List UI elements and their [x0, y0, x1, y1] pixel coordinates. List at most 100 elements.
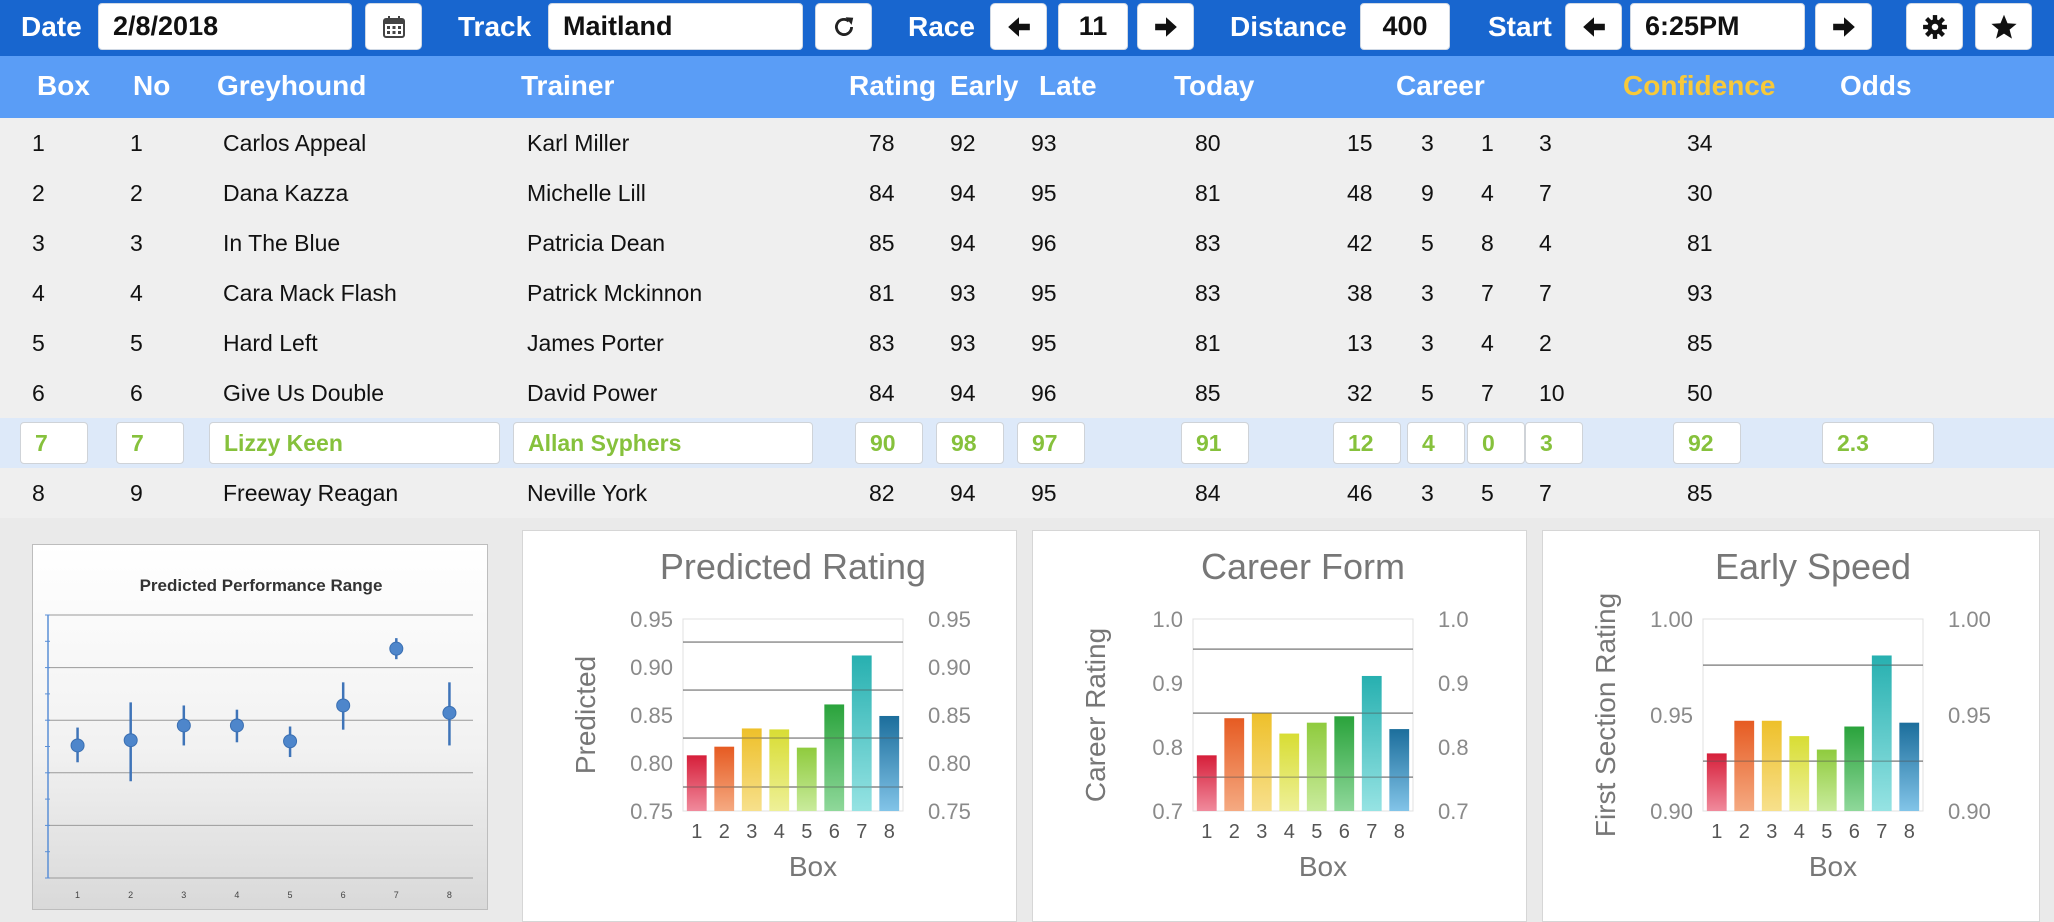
y2-tick-label: 0.75 [928, 799, 971, 824]
race-field[interactable]: 11 [1058, 3, 1128, 50]
cell-c2: 3 [1421, 130, 1434, 156]
cell-box: 5 [32, 330, 45, 356]
y-tick-label: 1.00 [1650, 607, 1693, 632]
cell-confidence: 85 [1687, 330, 1713, 356]
bar [1389, 729, 1410, 811]
table-row[interactable]: 1 1 Carlos Appeal Karl Miller 78 92 93 80 15 3 1 3 3… [0, 118, 2054, 168]
cell-today: 84 [1195, 480, 1221, 506]
settings-button[interactable] [1906, 3, 1963, 50]
track-field[interactable]: Maitland [548, 3, 803, 50]
header-box[interactable]: Box [37, 70, 90, 101]
table-row[interactable]: 7 7 Lizzy Keen Allan Syphers 90 98 97 91 12 4 0 3 92… [0, 418, 2054, 468]
header-early[interactable]: Early [950, 70, 1019, 101]
distance-field[interactable]: 400 [1360, 3, 1450, 50]
start-prev-button[interactable] [1565, 3, 1622, 50]
table-row[interactable]: 8 9 Freeway Reagan Neville York 82 94 95 84 46 3 5… [0, 468, 2054, 518]
start-time-field[interactable]: 6:25PM [1630, 3, 1805, 50]
y2-tick-label: 0.95 [1948, 703, 1991, 728]
performance-range-chart: Predicted Performance Range 1 2 3 4 5 6 7 8 [45, 576, 473, 900]
gear-icon [1922, 14, 1947, 39]
table-row[interactable]: 4 4 Cara Mack Flash Patrick Mckinnon 81 93 95 8… [0, 268, 2054, 318]
x-tick-label: 3 [746, 821, 757, 843]
table-row[interactable]: 3 3 In The Blue Patricia Dean 85 94 96 83 42 5 8 4 8… [0, 218, 2054, 268]
cell-greyhound: Dana Kazza [223, 180, 349, 206]
cell-early: 94 [950, 180, 976, 206]
header-today[interactable]: Today [1174, 70, 1255, 101]
cell-c2: 5 [1421, 230, 1434, 256]
table-row[interactable]: 5 5 Hard Left James Porter 83 93 95 81 13 3 4 2 85 [0, 318, 2054, 368]
cell-rating: 84 [869, 380, 895, 406]
race-next-button[interactable] [1137, 3, 1194, 50]
chart-title: Predicted Performance Range [140, 576, 383, 595]
y-tick-label: 0.90 [630, 655, 673, 680]
cell-c3[interactable]: 0 [1467, 422, 1525, 464]
data-point [176, 718, 191, 733]
cell-odds[interactable]: 2.3 [1822, 422, 1934, 464]
bar [1251, 713, 1272, 811]
bar [1844, 726, 1865, 811]
bar [1899, 722, 1920, 811]
cell-c3: 4 [1481, 330, 1494, 356]
bar [796, 747, 817, 811]
cell-today: 83 [1195, 280, 1221, 306]
x-tick-label: 4 [1794, 821, 1805, 843]
cell-no[interactable]: 7 [116, 422, 184, 464]
cell-c4: 7 [1539, 480, 1552, 506]
calendar-button[interactable] [365, 3, 422, 50]
x-tick-label: 4 [774, 821, 785, 843]
y-axis-label: Career Rating [1080, 628, 1111, 802]
cell-greyhound: Cara Mack Flash [223, 280, 397, 306]
cell-greyhound[interactable]: Lizzy Keen [209, 422, 500, 464]
favorite-button[interactable] [1975, 3, 2032, 50]
header-career[interactable]: Career [1396, 70, 1485, 101]
cell-early: 94 [950, 480, 976, 506]
cell-confidence[interactable]: 92 [1673, 422, 1741, 464]
cell-late: 93 [1031, 130, 1057, 156]
header-no[interactable]: No [133, 70, 171, 101]
start-next-button[interactable] [1815, 3, 1872, 50]
cell-box: 6 [32, 380, 45, 406]
cell-box[interactable]: 7 [20, 422, 88, 464]
cell-trainer[interactable]: Allan Syphers [513, 422, 813, 464]
cell-c1[interactable]: 12 [1333, 422, 1401, 464]
y2-tick-label: 0.95 [928, 607, 971, 632]
x-tick-label: 3 [181, 890, 186, 900]
race-label: Race [908, 11, 975, 42]
table-row[interactable]: 6 6 Give Us Double David Power 84 94 96 85 32 5 7 1… [0, 368, 2054, 418]
cell-late: 95 [1031, 480, 1057, 506]
bar [1734, 720, 1755, 811]
cell-late[interactable]: 97 [1017, 422, 1085, 464]
header-confidence[interactable]: Confidence [1623, 70, 1776, 101]
cell-early[interactable]: 98 [936, 422, 1004, 464]
toolbar: Date 2/8/2018 Track Maitland Race 11 Dis… [0, 0, 2054, 56]
charts-area: Predicted Performance Range 1 2 3 4 5 6 7 8 Pred… [0, 518, 2054, 922]
bar [1871, 655, 1892, 811]
bar [1706, 753, 1727, 811]
table-row[interactable]: 2 2 Dana Kazza Michelle Lill 84 94 95 81 48 9 4 7 30 [0, 168, 2054, 218]
header-greyhound[interactable]: Greyhound [217, 70, 367, 101]
cell-c1: 38 [1347, 280, 1373, 306]
refresh-button[interactable] [815, 3, 872, 50]
cell-box: 2 [32, 180, 45, 206]
calendar-icon [382, 15, 405, 38]
header-trainer[interactable]: Trainer [521, 70, 615, 101]
cell-confidence: 85 [1687, 480, 1713, 506]
cell-rating[interactable]: 90 [855, 422, 923, 464]
career-form-panel: Career Form 1 2 3 4 5 6 7 8 0.7 0.7 0.8 0.8 0.9 0.9 1.0… [1032, 530, 1527, 922]
header-rating[interactable]: Rating [849, 70, 937, 101]
cell-c2[interactable]: 4 [1407, 422, 1465, 464]
x-tick-label: 7 [1876, 821, 1887, 843]
cell-c2: 5 [1421, 380, 1434, 406]
cell-c4[interactable]: 3 [1525, 422, 1583, 464]
cell-c2: 9 [1421, 180, 1434, 206]
date-field[interactable]: 2/8/2018 [98, 3, 352, 50]
cell-trainer: Patrick Mckinnon [527, 280, 703, 306]
header-odds[interactable]: Odds [1840, 70, 1912, 101]
cell-today[interactable]: 91 [1181, 422, 1249, 464]
y2-tick-label: 1.0 [1438, 607, 1469, 632]
bar [1816, 749, 1837, 811]
header-late[interactable]: Late [1039, 70, 1097, 101]
race-prev-button[interactable] [990, 3, 1047, 50]
y2-tick-label: 0.90 [928, 655, 971, 680]
x-tick-label: 6 [1849, 821, 1860, 843]
